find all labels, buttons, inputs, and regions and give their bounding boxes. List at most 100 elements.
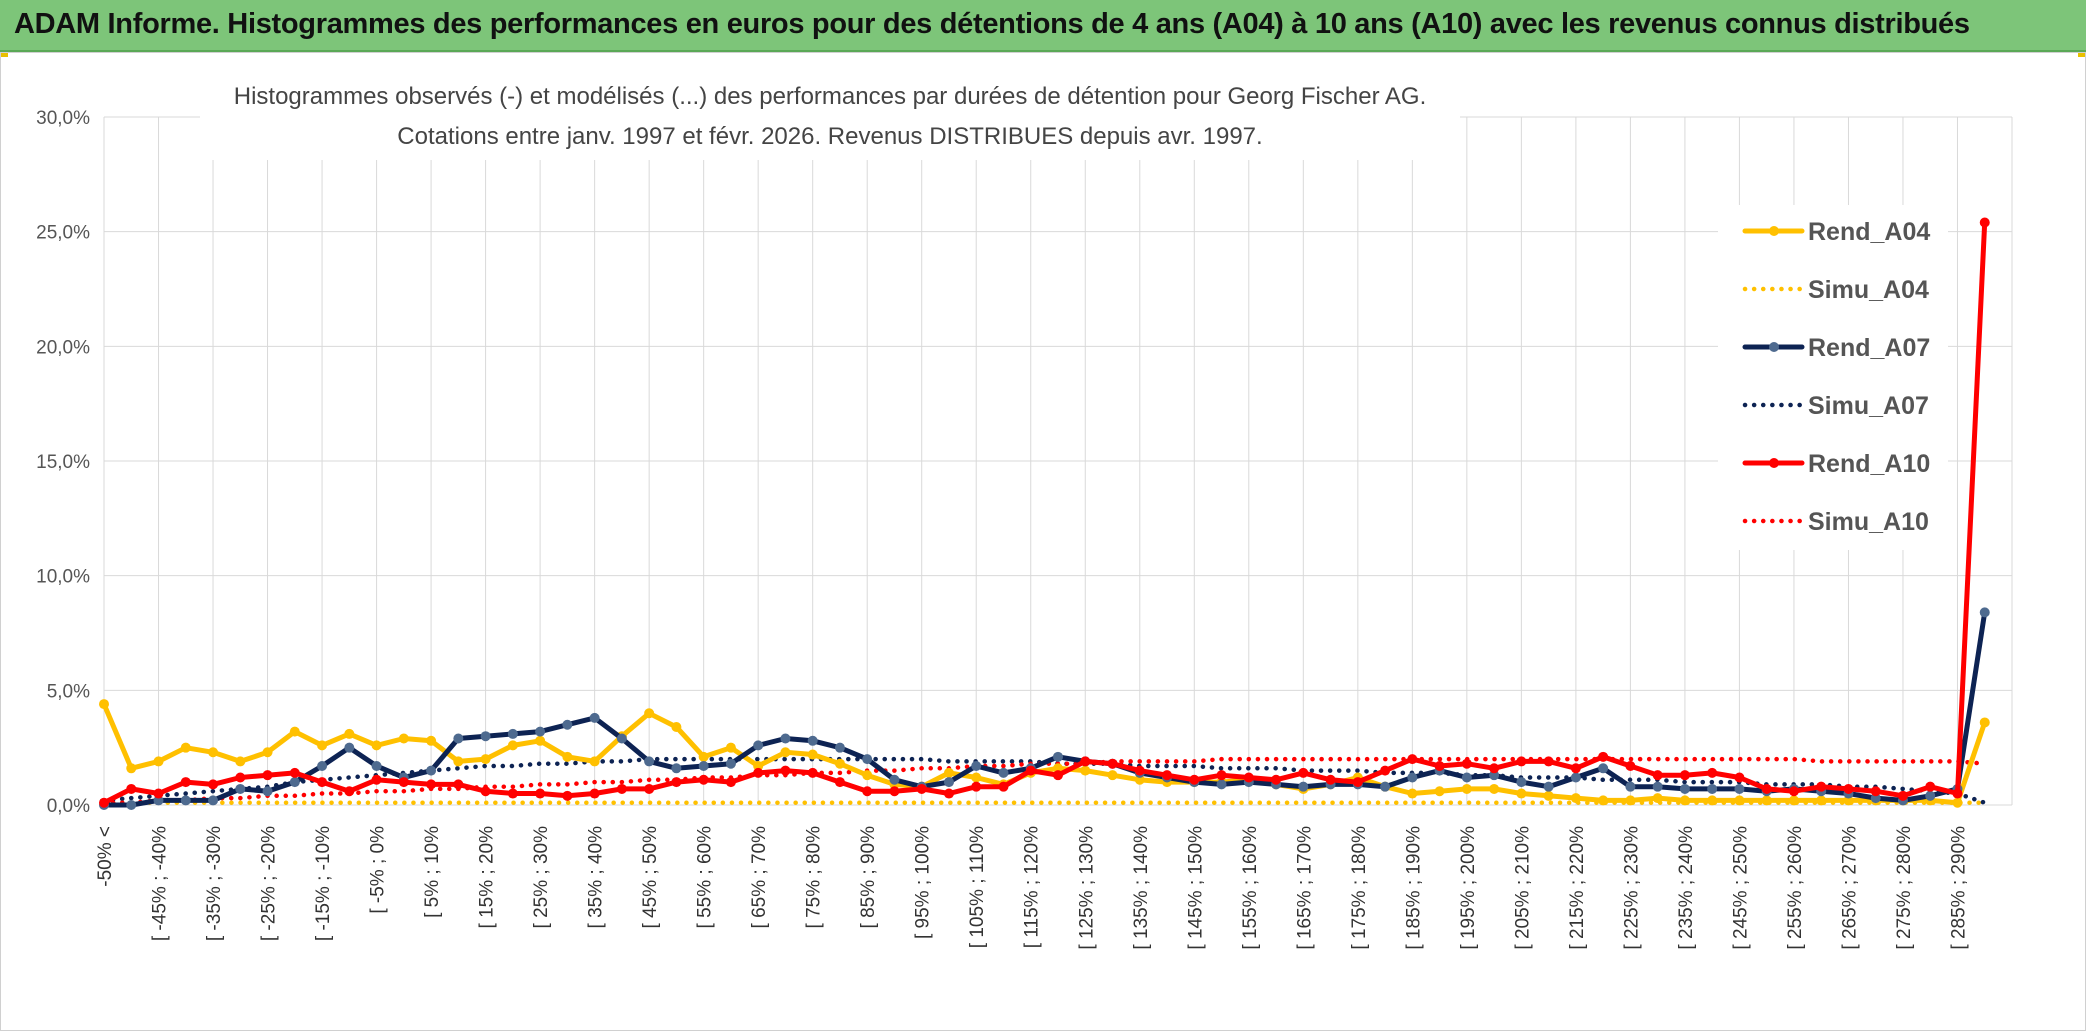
data-point-rend-a07 <box>1979 607 1990 618</box>
data-point-rend-a04 <box>1843 795 1854 806</box>
data-point-rend-a04 <box>507 740 518 751</box>
data-point-rend-a04 <box>1080 765 1091 776</box>
x-tick-label: [ 15% ; 20% <box>477 826 498 929</box>
data-point-rend-a10 <box>480 786 491 797</box>
data-point-rend-a10 <box>1134 765 1145 776</box>
data-point-rend-a10 <box>562 790 573 801</box>
data-point-rend-a04 <box>426 735 437 746</box>
data-point-rend-a10 <box>1925 781 1936 792</box>
legend-label-rend-a07: Rend_A07 <box>1808 334 1930 362</box>
data-point-rend-a10 <box>208 779 219 790</box>
data-point-rend-a04 <box>1952 797 1963 808</box>
legend-marker-rend-a07 <box>1769 342 1779 352</box>
data-point-rend-a10 <box>1107 758 1118 769</box>
data-point-rend-a07 <box>562 719 573 730</box>
data-point-rend-a07 <box>1543 781 1554 792</box>
data-point-rend-a10 <box>1243 772 1254 783</box>
data-point-rend-a07 <box>1380 781 1391 792</box>
data-point-rend-a07 <box>698 761 709 772</box>
x-tick-label: [ -25% ; -20% <box>259 826 280 941</box>
data-point-rend-a07 <box>371 761 382 772</box>
data-point-rend-a10 <box>1816 781 1827 792</box>
y-tick-label: 0,0% <box>47 796 90 817</box>
x-tick-label: [ 245% ; 250% <box>1730 826 1751 950</box>
data-point-rend-a10 <box>862 786 873 797</box>
corner-mark-right <box>2078 52 2086 57</box>
data-point-rend-a07 <box>289 777 300 788</box>
data-point-rend-a07 <box>1570 772 1581 783</box>
data-point-rend-a07 <box>943 777 954 788</box>
data-point-rend-a07 <box>1652 781 1663 792</box>
data-point-rend-a10 <box>916 783 927 794</box>
data-point-rend-a10 <box>426 779 437 790</box>
data-point-rend-a04 <box>1461 783 1472 794</box>
data-point-rend-a07 <box>153 795 164 806</box>
data-point-rend-a04 <box>1734 795 1745 806</box>
y-tick-label: 15,0% <box>36 452 90 473</box>
data-point-rend-a10 <box>1516 756 1527 767</box>
report-title: ADAM Informe. Histogrammes des performan… <box>14 8 1970 40</box>
legend-label-simu-a10: Simu_A10 <box>1808 508 1929 536</box>
data-point-rend-a10 <box>262 770 273 781</box>
data-point-rend-a10 <box>671 777 682 788</box>
y-tick-label: 20,0% <box>36 337 90 358</box>
data-point-rend-a04 <box>971 772 982 783</box>
data-point-rend-a04 <box>1652 793 1663 804</box>
legend-bg <box>1718 205 1948 550</box>
data-point-rend-a10 <box>1162 770 1173 781</box>
x-tick-label: [ 145% ; 150% <box>1185 826 1206 950</box>
data-point-rend-a10 <box>453 779 464 790</box>
x-tick-label: [ -5% ; 0% <box>368 826 389 914</box>
data-point-rend-a07 <box>971 761 982 772</box>
data-point-rend-a10 <box>1570 763 1581 774</box>
data-point-rend-a10 <box>1788 786 1799 797</box>
data-point-rend-a10 <box>1679 770 1690 781</box>
data-point-rend-a07 <box>126 800 137 810</box>
x-tick-label: [ 185% ; 190% <box>1403 826 1424 950</box>
data-point-rend-a07 <box>780 733 791 744</box>
x-tick-label: [ 265% ; 270% <box>1839 826 1860 950</box>
data-point-rend-a04 <box>862 770 873 781</box>
data-point-rend-a10 <box>1434 761 1445 772</box>
data-point-rend-a04 <box>1979 717 1990 728</box>
x-tick-label: [ 215% ; 220% <box>1567 826 1588 950</box>
x-tick-label: [ 275% ; 280% <box>1894 826 1915 950</box>
data-point-rend-a07 <box>889 774 900 785</box>
legend-label-rend-a10: Rend_A10 <box>1808 450 1930 478</box>
data-point-rend-a04 <box>153 756 164 767</box>
data-point-rend-a04 <box>180 742 191 753</box>
data-point-rend-a10 <box>99 797 109 808</box>
data-point-rend-a07 <box>1707 783 1718 794</box>
data-point-rend-a07 <box>480 731 491 742</box>
data-point-rend-a07 <box>1407 772 1418 783</box>
data-point-rend-a04 <box>1489 783 1500 794</box>
data-point-rend-a04 <box>398 733 409 744</box>
data-point-rend-a10 <box>126 783 137 794</box>
x-tick-label: [ 225% ; 230% <box>1621 826 1642 950</box>
x-tick-label: [ 55% ; 60% <box>695 826 716 929</box>
data-point-rend-a10 <box>507 788 518 799</box>
data-point-rend-a07 <box>507 728 518 739</box>
y-tick-label: 10,0% <box>36 567 90 588</box>
data-point-rend-a04 <box>1134 774 1145 785</box>
x-tick-label: [ 35% ; 40% <box>586 826 607 929</box>
data-point-rend-a07 <box>644 756 655 767</box>
legend-label-rend-a04: Rend_A04 <box>1808 218 1930 246</box>
data-point-rend-a10 <box>1298 767 1309 778</box>
data-point-rend-a10 <box>1489 763 1500 774</box>
x-tick-label: [ -45% ; -40% <box>150 826 171 941</box>
data-point-rend-a07 <box>1489 770 1500 781</box>
data-point-rend-a10 <box>289 767 300 778</box>
data-point-rend-a10 <box>1707 767 1718 778</box>
x-tick-label: [ 285% ; 290% <box>1948 826 1969 950</box>
data-point-rend-a07 <box>616 733 627 744</box>
x-tick-label: [ -15% ; -10% <box>313 826 334 941</box>
x-tick-label: [ 85% ; 90% <box>858 826 879 929</box>
data-point-rend-a07 <box>1461 772 1472 783</box>
data-point-rend-a07 <box>725 758 736 769</box>
x-tick-label: [ 5% ; 10% <box>422 826 443 918</box>
x-tick-label: [ 195% ; 200% <box>1458 826 1479 950</box>
data-point-rend-a04 <box>589 756 600 767</box>
data-point-rend-a10 <box>753 767 764 778</box>
